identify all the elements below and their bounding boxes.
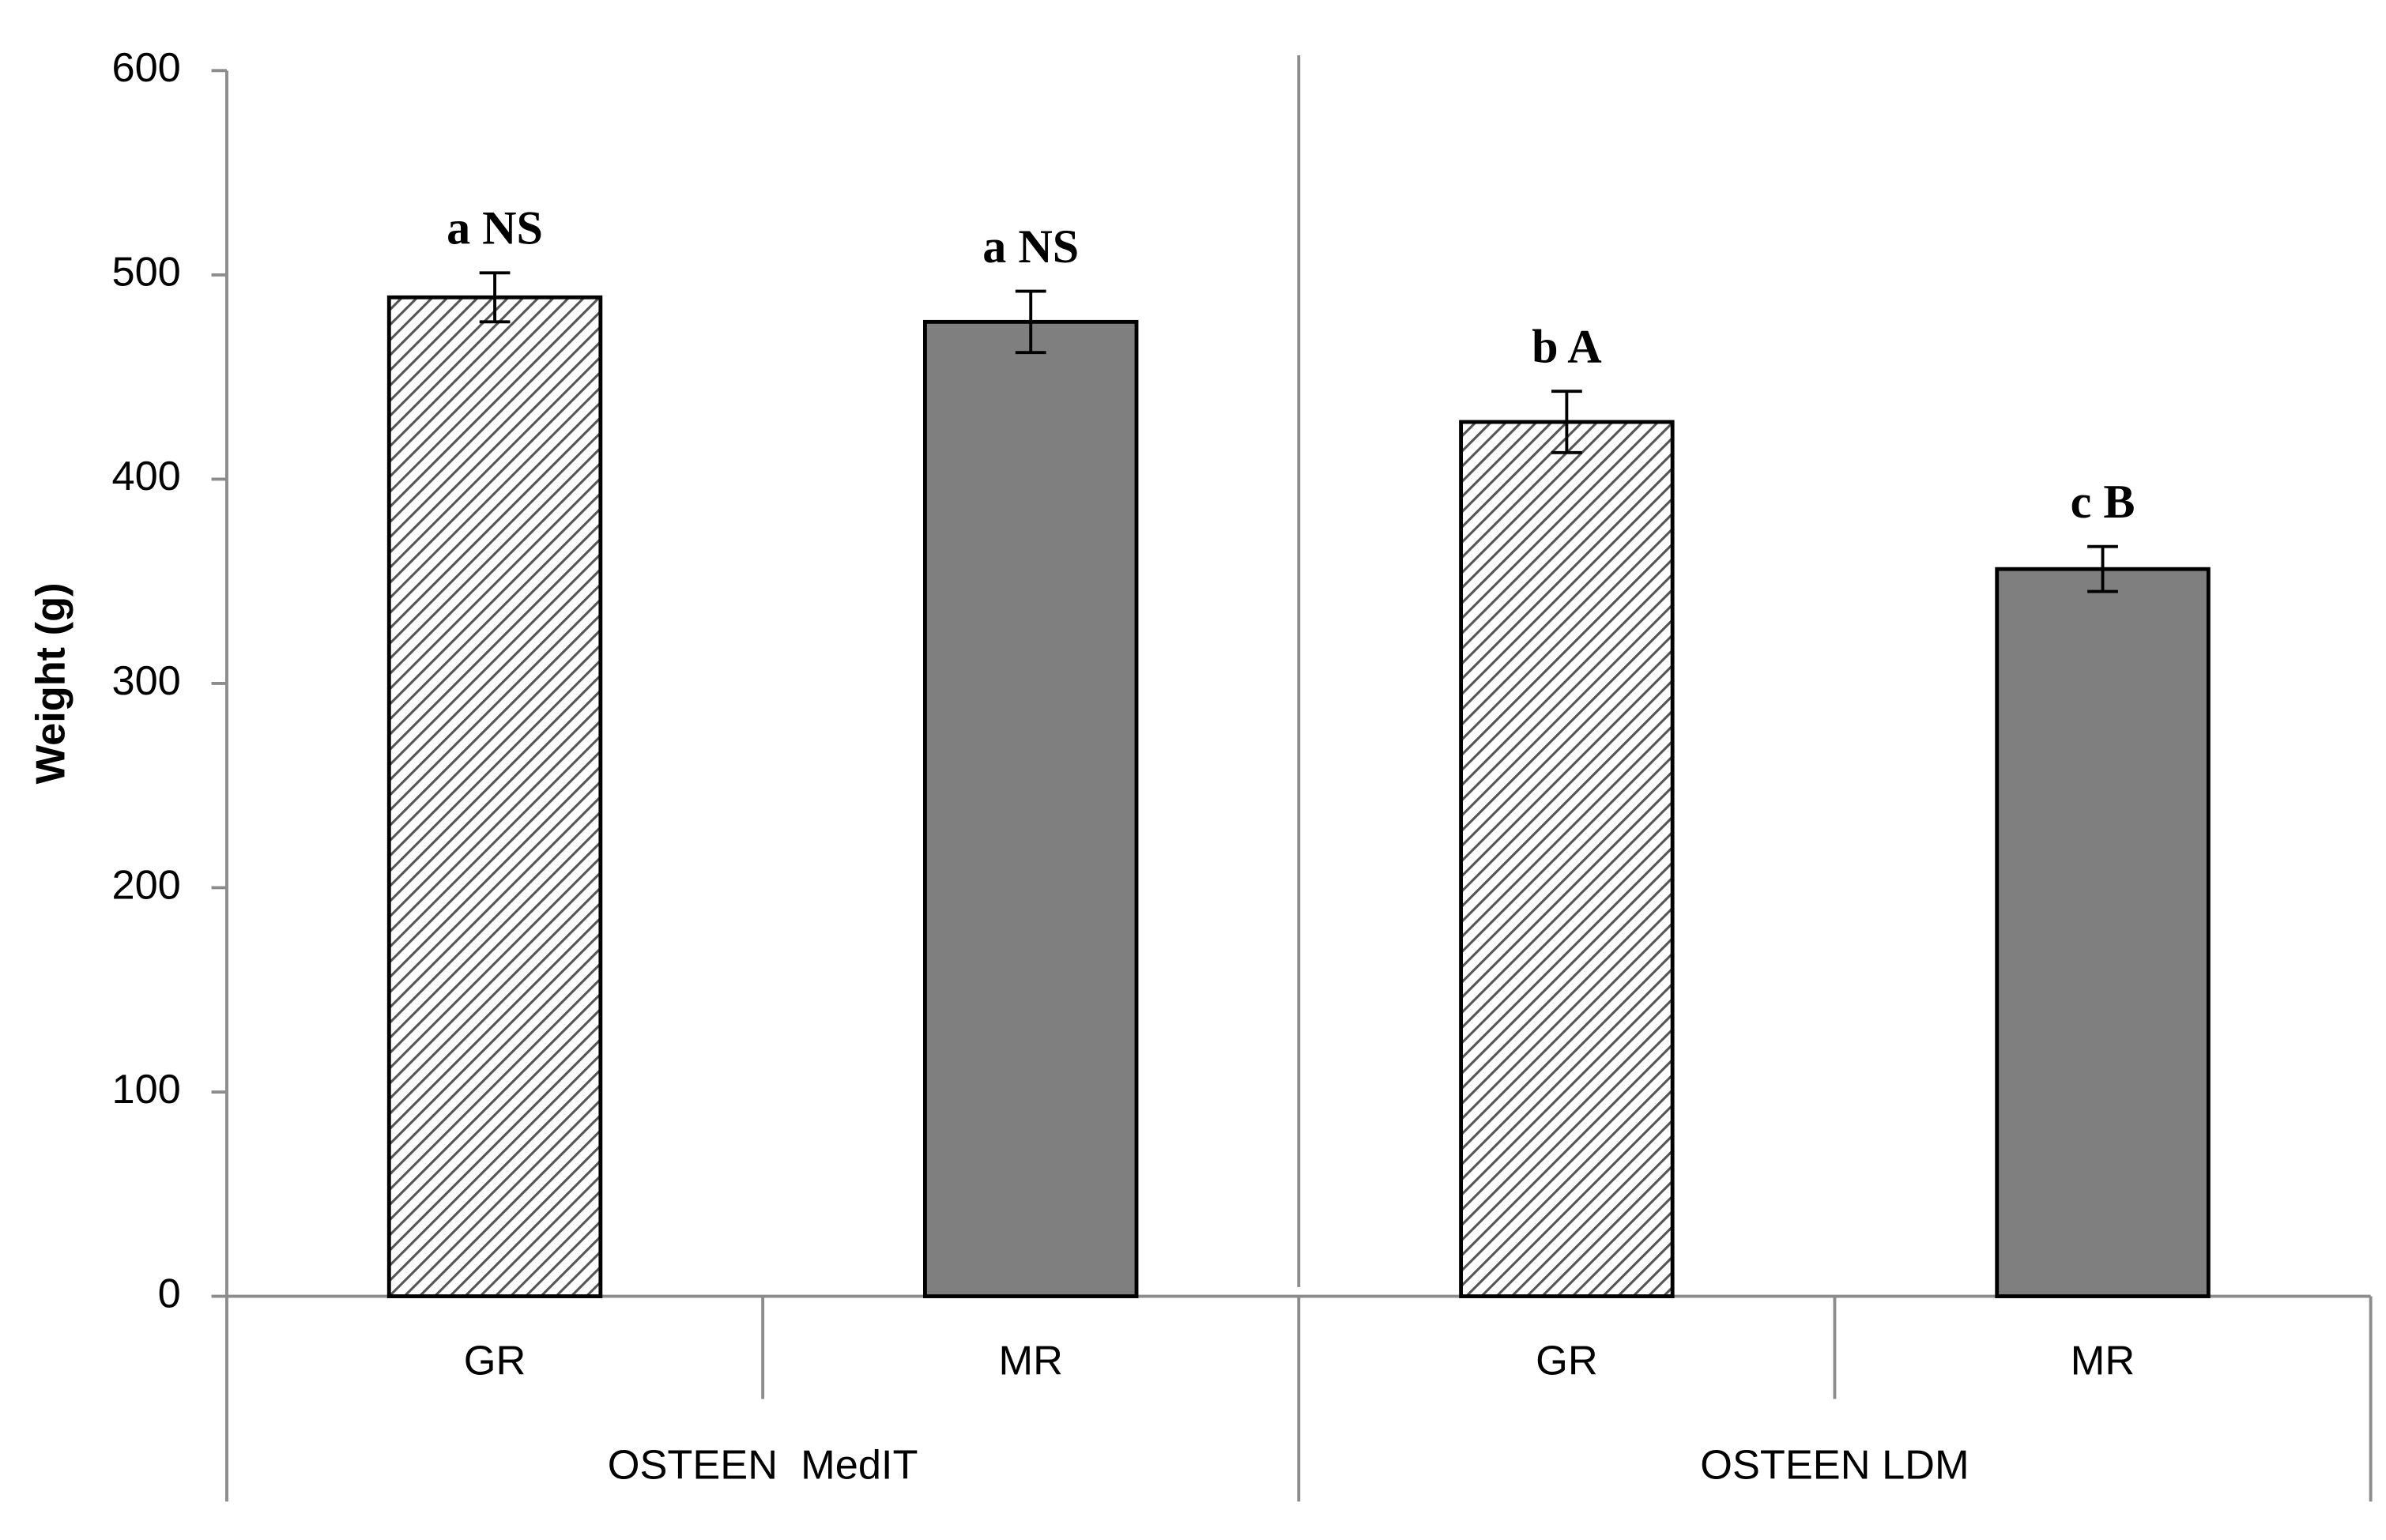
bar xyxy=(386,295,603,1298)
annotation: a NS xyxy=(447,202,543,255)
y-tick-label: 0 xyxy=(158,1271,181,1316)
x-tick-label: GR xyxy=(1536,1339,1598,1384)
y-tick-label: 400 xyxy=(111,454,180,499)
y-tick-label: 500 xyxy=(111,250,180,296)
annotation: a NS xyxy=(982,220,1079,273)
bar xyxy=(1459,420,1675,1298)
bar xyxy=(1995,567,2211,1298)
y-tick-label: 300 xyxy=(111,658,180,704)
y-tick-label: 100 xyxy=(111,1067,180,1113)
x-tick-label: MR xyxy=(2071,1339,2135,1384)
group-label: OSTEEN MedIT xyxy=(608,1443,918,1489)
x-tick-label: MR xyxy=(999,1339,1063,1384)
y-tick-label: 600 xyxy=(111,45,180,91)
bar xyxy=(922,319,1139,1298)
annotation: b A xyxy=(1532,321,1602,374)
x-tick-label: GR xyxy=(464,1339,526,1384)
annotation: c B xyxy=(2071,476,2135,529)
y-axis-label: Weight (g) xyxy=(28,583,74,785)
group-label: OSTEEN LDM xyxy=(1700,1443,1969,1489)
y-tick-label: 200 xyxy=(111,862,180,908)
